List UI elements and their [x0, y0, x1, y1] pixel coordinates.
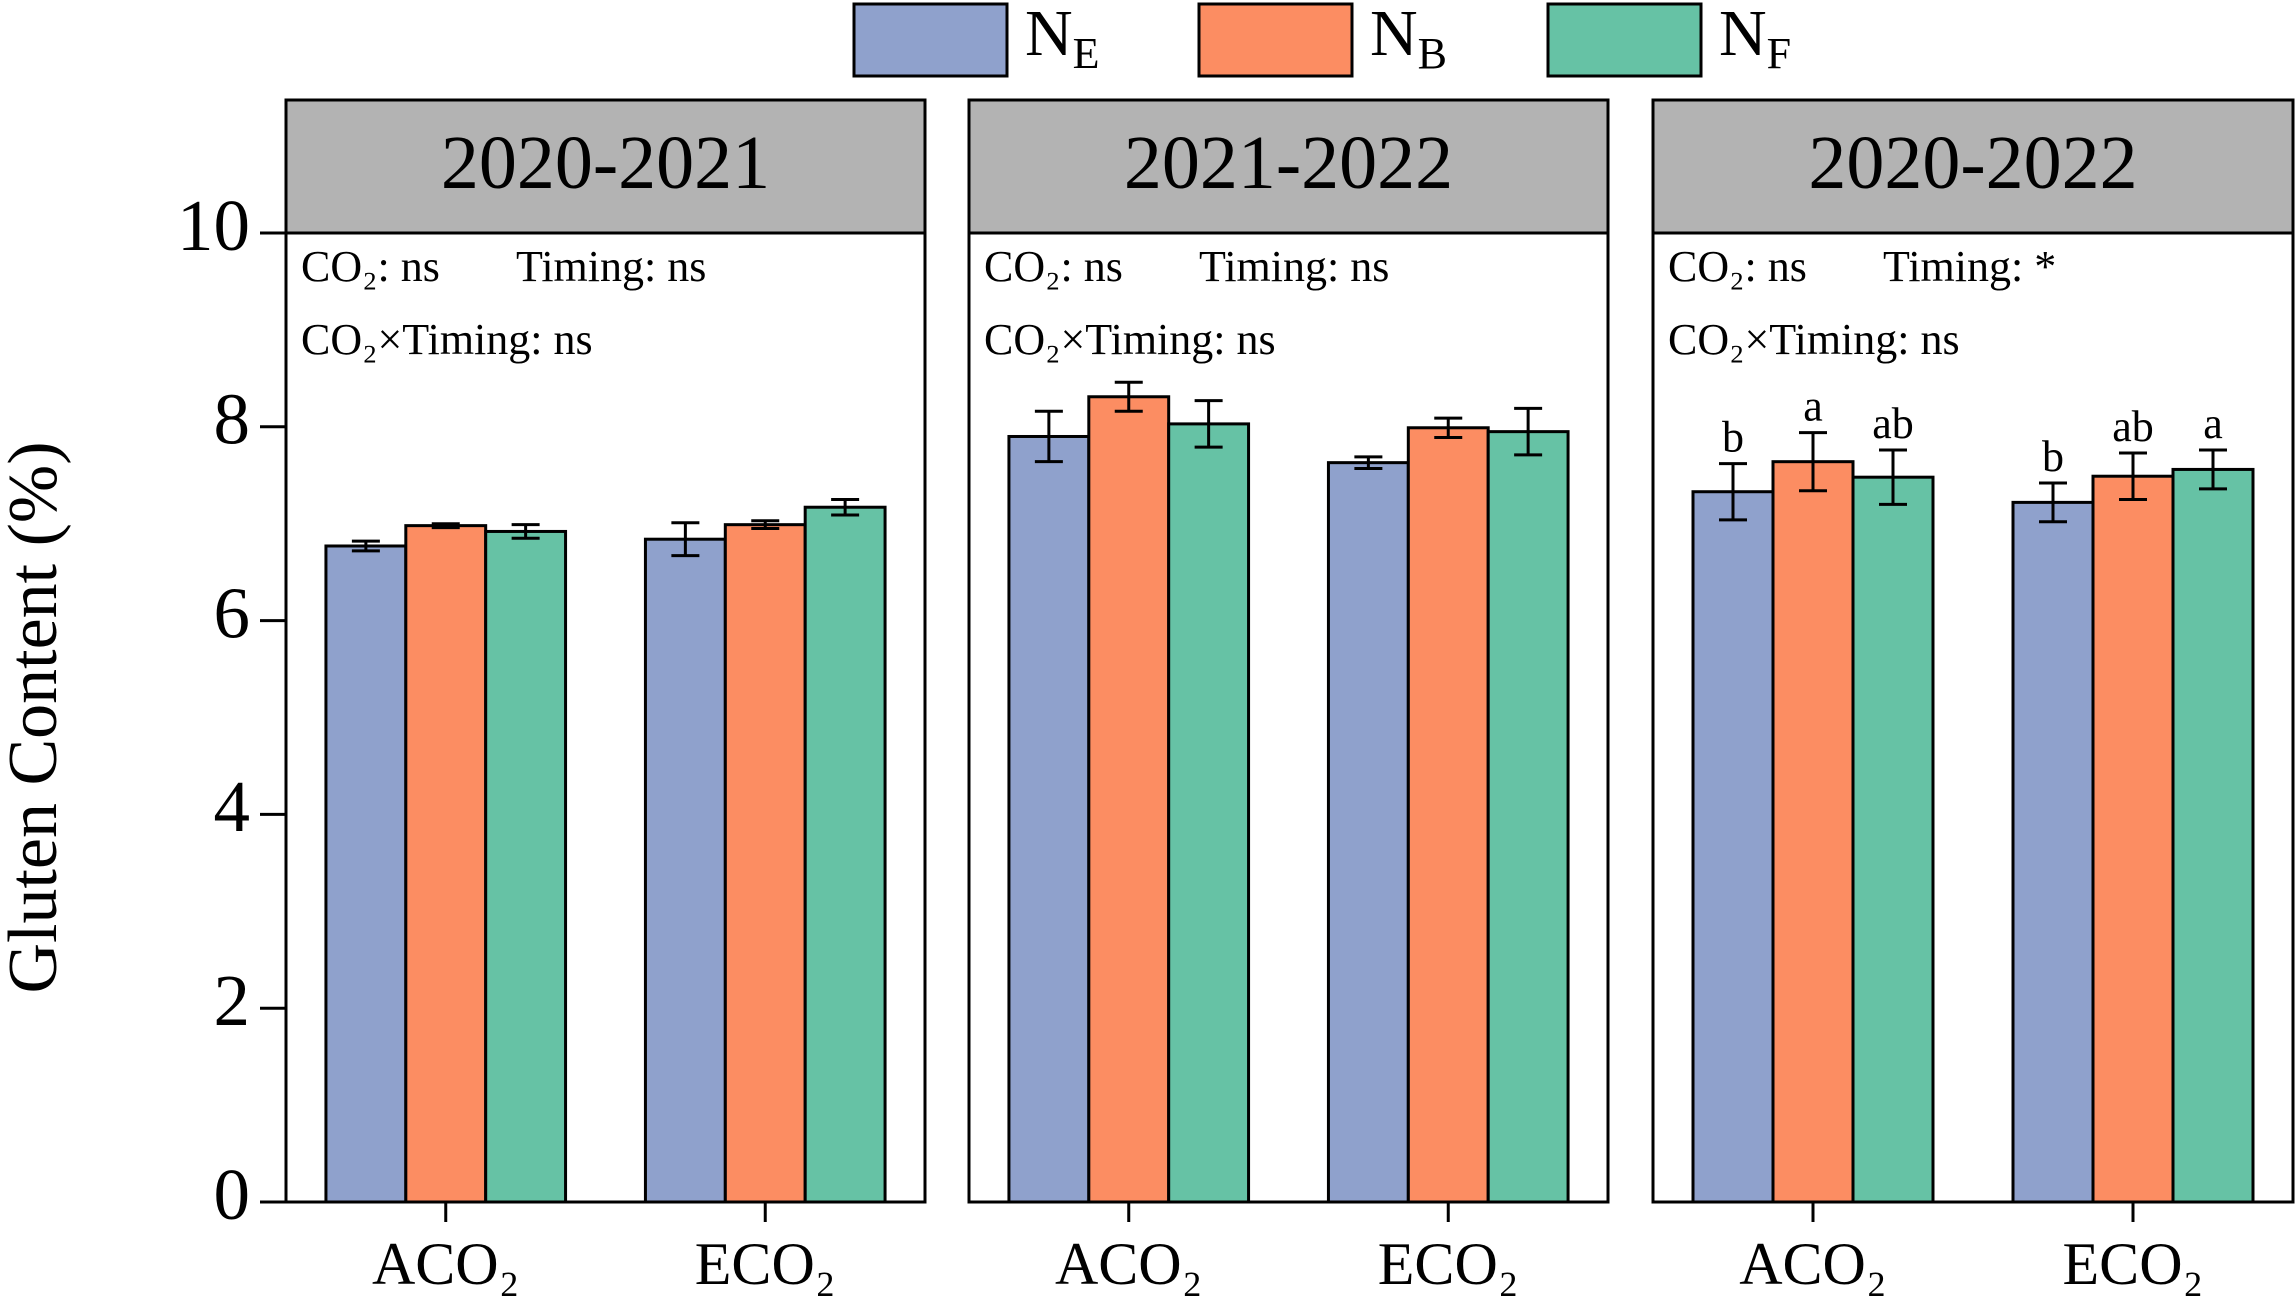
error-bar	[831, 497, 860, 517]
error-bar	[2199, 448, 2227, 491]
y-axis-label: Gluten Content (%)	[0, 441, 72, 993]
error-bar	[1719, 462, 1747, 522]
panel-title: 2020-2021	[441, 121, 770, 205]
significance-letter: a	[1803, 382, 1823, 431]
bar	[2091, 474, 2175, 1204]
annotation: CO₂: ns	[301, 242, 440, 291]
error-bar	[751, 519, 780, 531]
x-tick-label: ACO₂	[372, 1231, 520, 1297]
x-tick-label: ECO₂	[2063, 1231, 2204, 1297]
bar	[1007, 434, 1091, 1204]
bar	[1771, 460, 1855, 1204]
x-tick-label: ECO₂	[695, 1231, 836, 1297]
bar	[1326, 461, 1410, 1204]
bar	[2171, 467, 2255, 1204]
legend-label: NB	[1370, 0, 1447, 78]
bar	[1691, 490, 1775, 1204]
y-tick-label: 0	[214, 1154, 251, 1235]
error-bar	[1354, 455, 1383, 470]
plot-frame	[967, 231, 1610, 1204]
significance-letter: b	[2042, 432, 2064, 481]
x-tick-label: ACO₂	[1055, 1231, 1203, 1297]
x-tick-label: ACO₂	[1739, 1231, 1887, 1297]
error-bar	[351, 539, 380, 553]
legend-label: NF	[1719, 0, 1791, 78]
legend-label: NE	[1025, 0, 1100, 78]
plot-frame	[1651, 231, 2295, 1204]
error-bar	[1034, 409, 1063, 464]
bar	[643, 537, 727, 1204]
significance-letter: ab	[1872, 399, 1914, 448]
bar	[1851, 475, 1935, 1204]
bar	[484, 529, 568, 1204]
error-bar	[671, 521, 700, 558]
error-bar	[1799, 431, 1827, 493]
y-tick-label: 6	[214, 572, 251, 653]
error-bar	[511, 523, 540, 540]
y-tick-label: 10	[177, 185, 250, 266]
bar	[1406, 426, 1490, 1204]
error-bar	[1514, 406, 1543, 457]
bar	[324, 544, 408, 1204]
x-tick-label: ECO₂	[1378, 1231, 1519, 1297]
error-bar	[2119, 451, 2147, 501]
panel-header	[967, 98, 1610, 235]
legend-swatch	[1546, 2, 1703, 78]
error-bar	[1114, 380, 1143, 413]
annotation: CO₂: ns	[984, 242, 1123, 291]
annotation: CO₂×Timing: ns	[984, 315, 1276, 364]
plot-frame	[284, 231, 927, 1204]
error-bar	[1879, 448, 1907, 506]
bar	[1486, 430, 1570, 1204]
y-tick-label: 8	[214, 379, 251, 460]
bar	[723, 523, 807, 1204]
significance-letter: b	[1722, 413, 1744, 462]
error-bar	[2039, 481, 2067, 524]
annotation: CO₂: ns	[1668, 242, 1807, 291]
error-bar	[431, 522, 460, 530]
annotation: Timing: ns	[1199, 242, 1389, 291]
panel-title: 2020-2022	[1808, 121, 2137, 205]
bar	[1167, 422, 1251, 1204]
panel-title: 2021-2022	[1124, 121, 1453, 205]
annotation: Timing: ns	[516, 242, 706, 291]
y-tick-label: 2	[214, 960, 251, 1041]
significance-letter: ab	[2112, 402, 2154, 451]
y-tick-label: 4	[214, 766, 251, 847]
legend-swatch	[852, 2, 1009, 78]
annotation: CO₂×Timing: ns	[1668, 315, 1960, 364]
significance-letter: a	[2203, 399, 2223, 448]
error-bar	[1434, 416, 1463, 439]
bar	[803, 505, 887, 1204]
legend-swatch	[1197, 2, 1354, 78]
bar	[404, 524, 488, 1204]
annotation: CO₂×Timing: ns	[301, 315, 593, 364]
error-bar	[1194, 399, 1223, 449]
panel-header	[1651, 98, 2295, 235]
bar	[1087, 395, 1171, 1204]
annotation: Timing: *	[1883, 242, 2056, 291]
bar	[2011, 500, 2095, 1204]
